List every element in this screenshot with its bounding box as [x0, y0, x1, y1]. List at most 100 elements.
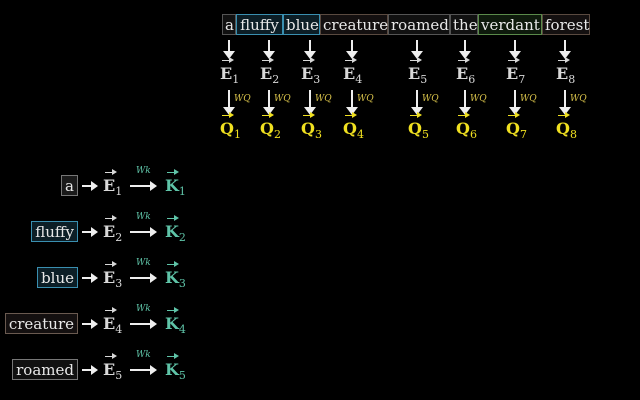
vector-index: 1 [115, 185, 123, 199]
embedding-vector: E2 [103, 215, 123, 245]
vector-symbol: E [456, 64, 469, 83]
token-box: forest [542, 14, 590, 35]
vector-symbol: Q [456, 119, 470, 138]
key-vector: K2 [165, 215, 186, 244]
vector-arrow-icon [410, 57, 422, 63]
vector-index: 6 [469, 128, 477, 142]
vector-arrow-icon [167, 261, 179, 267]
token-box: roamed [388, 14, 450, 35]
query-vector: Q2 [260, 112, 281, 141]
key-vector: K4 [165, 307, 186, 337]
vector-symbol: E [556, 64, 569, 83]
token-box: the [450, 14, 478, 35]
query-vector: Q3 [301, 112, 322, 142]
embedding-vector: E4 [343, 57, 363, 87]
vector-index: 3 [313, 73, 321, 87]
embedding-vector: E2 [260, 57, 279, 86]
vector-symbol: K [165, 314, 179, 333]
query-vector: Q5 [408, 112, 429, 141]
token-box: fluffy [236, 14, 283, 35]
vector-arrow-icon [458, 112, 470, 118]
down-arrow-icon [346, 90, 358, 115]
down-arrow-icon [304, 90, 316, 115]
vector-symbol: E [220, 64, 233, 83]
vector-index: 4 [115, 323, 123, 337]
embedding-vector: E6 [456, 57, 475, 86]
token-box: creature [4, 313, 78, 334]
vector-symbol: Q [408, 119, 422, 138]
token-box: a [61, 175, 78, 196]
vector-arrow-icon [558, 57, 570, 63]
key-matrix-label: Wk [136, 258, 151, 268]
vector-symbol: E [103, 268, 116, 287]
vector-index: 2 [115, 231, 123, 245]
key-vector: K5 [165, 353, 186, 383]
vector-symbol: Q [343, 119, 357, 138]
vector-arrow-icon [410, 112, 422, 118]
embedding-vector: E1 [103, 169, 123, 199]
embedding-vector: E5 [103, 353, 123, 383]
vector-arrow-icon [262, 57, 274, 63]
key-matrix-label: Wk [136, 212, 151, 222]
right-arrow-icon [130, 319, 157, 329]
vector-index: 3 [178, 277, 186, 291]
embedding-vector: E3 [103, 261, 123, 291]
vector-arrow-icon [508, 57, 520, 63]
vector-arrow-icon [105, 353, 117, 359]
query-vector: Q8 [556, 112, 577, 142]
vector-index: 4 [355, 73, 363, 87]
vector-index: 3 [115, 277, 123, 291]
vector-arrow-icon [345, 112, 357, 118]
query-matrix-label: WQ [470, 94, 487, 104]
vector-index: 4 [178, 323, 186, 337]
vector-index: 3 [314, 128, 322, 142]
vector-index: 5 [178, 369, 186, 383]
vector-arrow-icon [167, 307, 179, 313]
query-matrix-label: WQ [274, 94, 291, 104]
vector-symbol: E [506, 64, 519, 83]
down-arrow-icon [509, 90, 521, 115]
right-arrow-icon [130, 273, 157, 283]
vector-index: 4 [356, 128, 364, 142]
query-vector: Q6 [456, 112, 477, 142]
vector-index: 8 [568, 73, 576, 87]
vector-index: 8 [569, 128, 577, 142]
vector-symbol: E [103, 314, 116, 333]
vector-symbol: E [301, 64, 314, 83]
vector-index: 5 [115, 369, 123, 383]
down-arrow-icon [263, 40, 275, 59]
right-arrow-icon [82, 273, 98, 283]
down-arrow-icon [459, 90, 471, 115]
query-matrix-label: WQ [422, 94, 439, 104]
vector-symbol: Q [556, 119, 570, 138]
embedding-vector: E5 [408, 57, 428, 87]
query-matrix-label: WQ [315, 94, 332, 104]
query-matrix-label: WQ [570, 94, 587, 104]
vector-arrow-icon [458, 57, 470, 63]
vector-arrow-icon [508, 112, 520, 118]
vector-index: 5 [420, 73, 428, 87]
down-arrow-icon [263, 90, 275, 115]
down-arrow-icon [411, 40, 423, 59]
vector-arrow-icon [167, 169, 179, 175]
token-box: roamed [12, 359, 78, 380]
vector-symbol: Q [506, 119, 520, 138]
query-vector: Q1 [220, 112, 241, 141]
down-arrow-icon [411, 90, 423, 115]
right-arrow-icon [130, 365, 157, 375]
embedding-vector: E7 [506, 57, 525, 86]
token-box: blue [37, 267, 78, 288]
vector-symbol: E [260, 64, 273, 83]
vector-symbol: K [165, 222, 179, 241]
down-arrow-icon [559, 40, 571, 59]
vector-arrow-icon [105, 215, 117, 221]
right-arrow-icon [130, 181, 157, 191]
key-matrix-label: Wk [136, 350, 151, 360]
down-arrow-icon [559, 90, 571, 115]
down-arrow-icon [223, 40, 235, 59]
right-arrow-icon [82, 365, 98, 375]
key-matrix-label: Wk [136, 304, 151, 314]
embedding-vector: E3 [301, 57, 321, 87]
vector-symbol: K [165, 268, 179, 287]
right-arrow-icon [82, 181, 98, 191]
